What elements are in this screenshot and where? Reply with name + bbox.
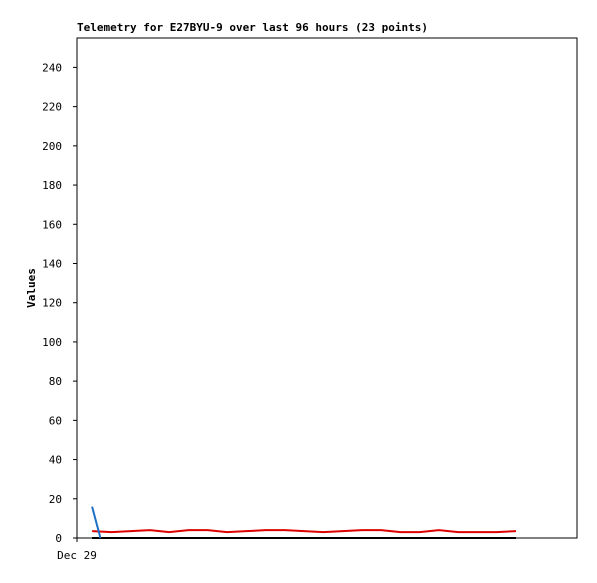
y-tick-label: 0 (55, 532, 62, 545)
chart-title: Telemetry for E27BYU-9 over last 96 hour… (77, 21, 428, 34)
y-tick-label: 120 (42, 297, 62, 310)
y-tick-label: 180 (42, 179, 62, 192)
y-axis-label: Values (25, 268, 38, 308)
plot-frame (76, 37, 578, 539)
x-tick-label: Dec 29 (57, 549, 97, 562)
y-tick-label: 240 (42, 61, 62, 74)
y-tick-label: 20 (49, 493, 62, 506)
y-tick-label: 160 (42, 218, 62, 231)
y-tick-label: 100 (42, 336, 62, 349)
y-tick-label: 80 (49, 375, 62, 388)
y-tick-label: 200 (42, 140, 62, 153)
series-line (91, 506, 102, 539)
y-tick-label: 220 (42, 101, 62, 114)
series-line (92, 529, 517, 534)
y-tick-label: 140 (42, 257, 62, 270)
y-tick-label: 60 (49, 414, 62, 427)
y-tick-label: 40 (49, 454, 62, 467)
